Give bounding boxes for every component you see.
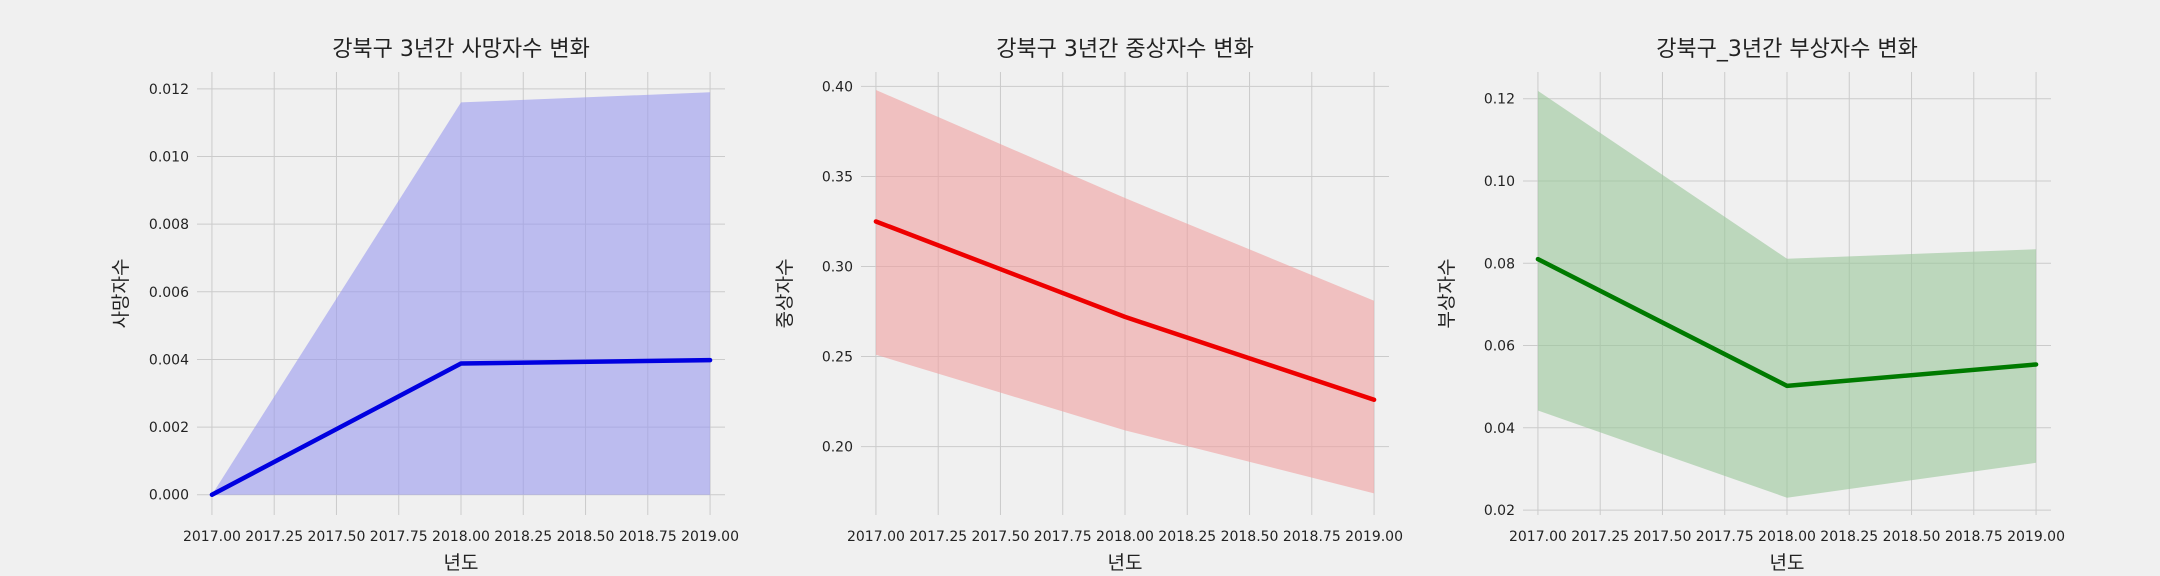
x-tick-label: 2018.00 — [1758, 529, 1816, 545]
data-point — [209, 492, 214, 497]
x-tick-label: 2018.75 — [1283, 529, 1341, 545]
y-tick-label: 0.35 — [822, 169, 853, 185]
x-tick-label: 2018.00 — [1096, 529, 1154, 545]
data-point — [1123, 314, 1127, 319]
y-tick-label: 0.12 — [1484, 92, 1515, 108]
y-axis-label: 중상자수 — [774, 259, 796, 329]
y-tick-label: 0.02 — [1484, 503, 1515, 519]
y-axis-label: 사망자수 — [110, 259, 132, 329]
x-axis-label: 년도 — [1770, 552, 1805, 574]
chart-panel-2: 2017.00 2017.25 2017.50 2017.75 2018.00 2018.… — [774, 37, 1403, 574]
y-tick-label: 0.06 — [1484, 339, 1515, 355]
chart-title: 강북구 3년간 중상자수 변화 — [996, 37, 1254, 62]
y-tick-label: 0.40 — [822, 79, 853, 95]
confidence-band — [1537, 90, 2037, 498]
y-tick-label: 0.002 — [149, 420, 189, 436]
x-tick-label: 2019.00 — [1345, 529, 1403, 545]
x-tick-label: 2018.50 — [1883, 529, 1941, 545]
x-tick-label: 2018.25 — [1820, 529, 1878, 545]
y-tick-label: 0.000 — [149, 488, 189, 504]
y-tick-label: 0.006 — [149, 285, 189, 301]
chart-title: 강북구 3년간 사망자수 변화 — [332, 37, 590, 62]
y-tick-label: 0.08 — [1484, 256, 1515, 272]
confidence-band — [875, 90, 1375, 494]
x-tick-label: 2019.00 — [2007, 529, 2065, 545]
y-tick-label: 0.010 — [149, 150, 189, 166]
x-tick-label: 2017.75 — [1034, 529, 1092, 545]
x-tick-label: 2017.25 — [909, 529, 967, 545]
y-tick-label: 0.008 — [149, 217, 189, 233]
x-tick-label: 2017.75 — [1696, 529, 1754, 545]
x-tick-label: 2017.50 — [1634, 529, 1692, 545]
x-axis-label: 년도 — [1108, 552, 1143, 574]
x-tick-label: 2017.25 — [245, 529, 303, 545]
chart-panel-1: 2017.00 2017.25 2017.50 2017.75 2018.00 2018.… — [110, 37, 739, 574]
x-tick-label: 2017.00 — [183, 529, 241, 545]
y-tick-label: 0.20 — [822, 440, 853, 456]
data-point — [459, 361, 463, 366]
x-tick-label: 2018.50 — [1221, 529, 1279, 545]
y-tick-label: 0.10 — [1484, 174, 1515, 190]
x-tick-label: 2018.50 — [557, 529, 615, 545]
data-point — [708, 358, 713, 363]
chart-title: 강북구_3년간 부상자수 변화 — [1656, 37, 1918, 62]
x-tick-label: 2017.00 — [847, 529, 905, 545]
data-point — [1785, 383, 1789, 388]
data-point — [2034, 362, 2039, 367]
data-point — [873, 219, 878, 224]
x-tick-label: 2017.50 — [308, 529, 366, 545]
data-point — [1372, 397, 1377, 402]
x-tick-label: 2017.25 — [1571, 529, 1629, 545]
data-point — [1535, 257, 1540, 262]
x-tick-label: 2018.75 — [1945, 529, 2003, 545]
y-tick-label: 0.30 — [822, 259, 853, 275]
x-tick-label: 2018.75 — [619, 529, 677, 545]
x-tick-label: 2017.50 — [972, 529, 1030, 545]
y-tick-label: 0.25 — [822, 350, 853, 366]
x-tick-label: 2017.75 — [370, 529, 428, 545]
y-tick-label: 0.004 — [149, 352, 189, 368]
x-tick-label: 2017.00 — [1509, 529, 1567, 545]
x-tick-label: 2019.00 — [681, 529, 739, 545]
x-tick-label: 2018.25 — [494, 529, 552, 545]
x-tick-label: 2018.25 — [1158, 529, 1216, 545]
x-axis-label: 년도 — [444, 552, 479, 574]
x-tick-label: 2018.00 — [432, 529, 490, 545]
y-axis-label: 부상자수 — [1436, 259, 1458, 329]
confidence-band — [211, 92, 711, 495]
y-tick-label: 0.04 — [1484, 421, 1515, 437]
y-tick-label: 0.012 — [149, 82, 189, 98]
chart-panel-3: 2017.00 2017.25 2017.50 2017.75 2018.00 2018.… — [1436, 37, 2065, 574]
